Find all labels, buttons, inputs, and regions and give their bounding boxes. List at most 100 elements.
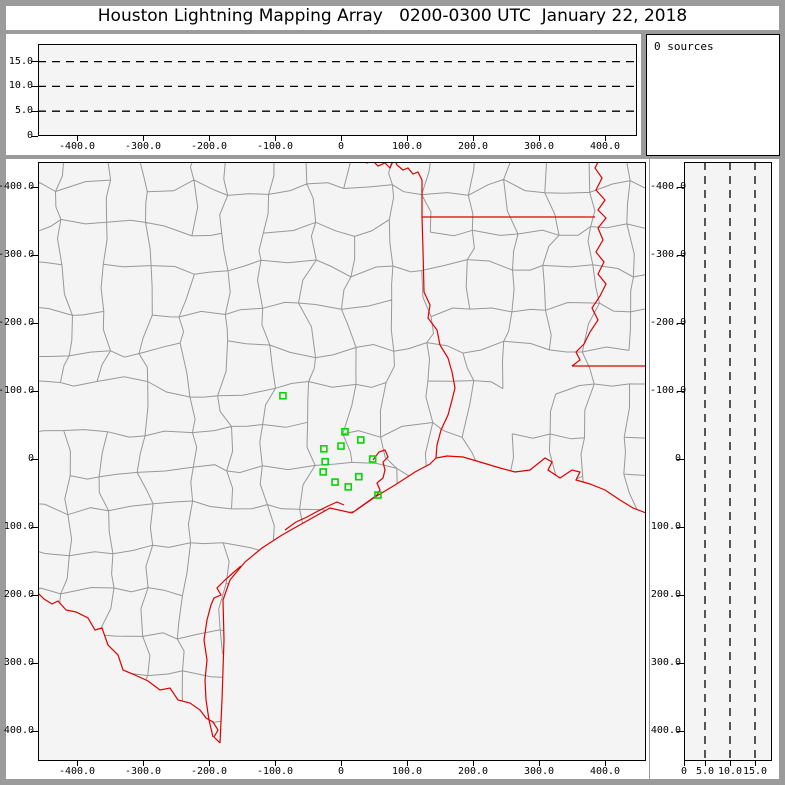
x-tick-label: -200.0 [190, 141, 228, 152]
y-tick-label: -200.0 [650, 317, 687, 328]
y-axis-tick [31, 526, 38, 528]
x-axis-tick [76, 761, 78, 766]
y-axis-tick [31, 594, 38, 596]
y-axis-tick [31, 662, 38, 664]
y-tick-label: -400.0 [0, 181, 35, 192]
y-tick-label: -100.0 [650, 385, 687, 396]
x-axis-tick [538, 136, 540, 141]
x-axis-tick [76, 136, 78, 141]
y-tick-label: -200.0 [0, 317, 35, 328]
x-tick-label: 10.0 [717, 766, 743, 777]
x-tick-label: 0 [337, 141, 345, 152]
x-axis-tick [406, 761, 408, 766]
ns-altitude-plot[interactable] [684, 162, 772, 761]
x-tick-label: 0 [680, 766, 688, 777]
y-tick-label: -300.0 [0, 249, 35, 260]
lma-station-marker [344, 483, 353, 491]
title-bar: Houston Lightning Mapping Array 0200-030… [6, 6, 779, 30]
laguna-madre-inner-shore [203, 565, 242, 738]
x-axis-tick [683, 761, 685, 766]
y-axis-tick [31, 254, 38, 256]
y-tick-label: 5.0 [14, 105, 33, 117]
x-tick-label: 400.0 [589, 141, 621, 152]
x-axis-tick [208, 761, 210, 766]
sabine-river-border [423, 291, 456, 459]
y-tick-label: 0 [27, 453, 34, 464]
lma-station-marker [321, 457, 329, 466]
x-tick-label: 0 [337, 766, 345, 777]
x-tick-label: 15.0 [742, 766, 768, 777]
y-axis-tick [31, 730, 38, 732]
y-axis-tick [677, 322, 684, 324]
x-tick-label: 400.0 [589, 766, 621, 777]
y-axis-tick [31, 390, 38, 392]
ew-altitude-plot[interactable] [38, 44, 637, 136]
y-axis-tick [31, 85, 38, 87]
x-axis-tick [340, 136, 342, 141]
mississippi-river-border [571, 162, 607, 367]
y-tick-label: 10.0 [8, 80, 33, 92]
y-tick-label: 100.0 [650, 521, 681, 532]
x-axis-tick [208, 136, 210, 141]
y-axis-tick [677, 526, 684, 528]
x-axis-tick [406, 136, 408, 141]
gulf-coastline [219, 455, 646, 744]
y-tick-label: -400.0 [650, 181, 687, 192]
x-tick-label: 100.0 [391, 141, 423, 152]
x-tick-label: 300.0 [523, 766, 555, 777]
plan-view-map[interactable] [38, 162, 646, 761]
x-axis-tick [472, 136, 474, 141]
x-tick-label: -100.0 [256, 766, 294, 777]
y-axis-tick [31, 61, 38, 63]
x-tick-label: -400.0 [58, 141, 96, 152]
y-axis-tick [31, 458, 38, 460]
x-tick-label: 200.0 [457, 141, 489, 152]
x-axis-tick [274, 136, 276, 141]
y-tick-label: 400.0 [650, 725, 681, 736]
texas-east-border [421, 180, 425, 293]
y-axis-tick [677, 662, 684, 664]
x-axis-tick [604, 136, 606, 141]
gulf-water-mask [38, 456, 646, 761]
ew-altitude-panel: 0 5.0 10.0 15.0 -400.0 -300.0 -200.0 -100.0 0 100… [6, 34, 641, 155]
y-axis-tick [31, 186, 38, 188]
y-axis-tick [31, 322, 38, 324]
sources-count-panel: 0 sources [646, 34, 780, 156]
red-river-border [365, 162, 423, 181]
y-axis-tick [677, 186, 684, 188]
y-tick-label: 200.0 [3, 589, 34, 600]
y-tick-label: 300.0 [650, 657, 681, 668]
lma-station-marker [279, 391, 287, 400]
rio-grande-river [38, 592, 221, 744]
lma-station-marker [368, 455, 377, 463]
x-axis-tick [604, 761, 606, 766]
x-tick-label: 200.0 [457, 766, 489, 777]
plan-view-panel: 400.0 -400.0 300.0 -300.0 200.0 -200.0 100.0 -1… [0, 159, 649, 779]
x-tick-label: -300.0 [124, 766, 162, 777]
x-axis-tick [142, 136, 144, 141]
y-axis-tick [31, 135, 38, 137]
ns-altitude-panel: 400.0 300.0 200.0 100.0 0 -100.0 -200.0 -300.0 -… [650, 159, 779, 779]
x-axis-tick [729, 761, 731, 766]
x-axis-tick [142, 761, 144, 766]
x-tick-label: -300.0 [124, 141, 162, 152]
galveston-bay-outline [372, 449, 389, 496]
x-axis-tick [472, 761, 474, 766]
y-tick-label: 15.0 [8, 55, 33, 67]
y-axis-tick [677, 390, 684, 392]
x-tick-label: -100.0 [256, 141, 294, 152]
x-tick-label: 100.0 [391, 766, 423, 777]
lma-station-marker [319, 468, 327, 476]
y-axis-tick [677, 458, 684, 460]
x-axis-tick [538, 761, 540, 766]
lma-station-marker [320, 444, 328, 453]
y-axis-tick [677, 730, 684, 732]
lma-station-marker [331, 478, 339, 486]
y-tick-label: 0 [26, 130, 33, 141]
lma-station-marker [337, 442, 345, 450]
y-tick-label: 400.0 [3, 725, 34, 736]
x-tick-label: -400.0 [58, 766, 96, 777]
lma-station-marker [374, 491, 382, 499]
y-tick-label: 0 [674, 453, 681, 464]
y-tick-label: -300.0 [650, 249, 687, 260]
